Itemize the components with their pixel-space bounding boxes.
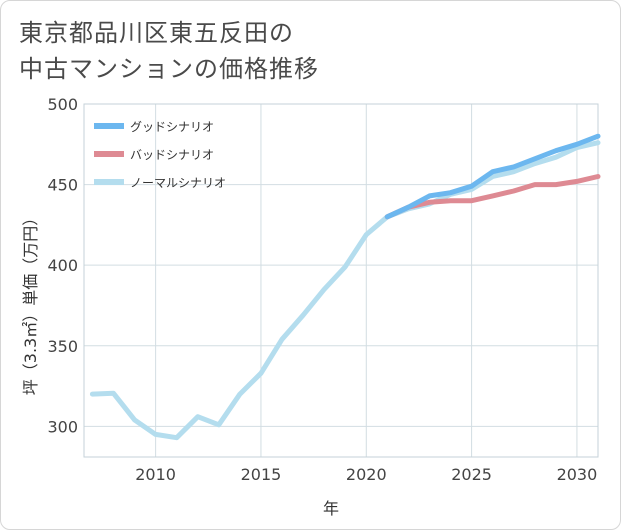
x-tick-2020: 2020 <box>346 465 387 484</box>
x-axis-label: 年 <box>323 499 339 518</box>
tick-labels: 300 350 400 450 500 2010 2015 2020 2025 2030 <box>47 95 597 484</box>
chart-title: 東京都品川区東五反田の 中古マンションの価格推移 <box>19 15 439 87</box>
x-tick-2025: 2025 <box>451 465 492 484</box>
plot-frame <box>83 103 599 458</box>
legend-label-1: グッドシナリオ <box>130 120 214 134</box>
x-tick-2010: 2010 <box>135 465 176 484</box>
chart-title-line1: 東京都品川区東五反田の <box>19 19 294 47</box>
y-tick-400: 400 <box>47 256 78 275</box>
grid <box>83 103 599 458</box>
series-line-3 <box>89 140 601 441</box>
series-line-2 <box>384 174 601 220</box>
legend-label-2: バッドシナリオ <box>130 148 214 162</box>
x-tick-2015: 2015 <box>241 465 282 484</box>
y-axis-label: 坪（3.3㎡）単価（万円） <box>21 210 40 395</box>
x-tick-2030: 2030 <box>557 465 598 484</box>
legend-label-3: ノーマルシナリオ <box>130 176 226 190</box>
series-line-1 <box>384 133 601 220</box>
y-tick-450: 450 <box>47 176 78 195</box>
y-tick-350: 350 <box>47 337 78 356</box>
y-tick-300: 300 <box>47 417 78 436</box>
y-tick-500: 500 <box>47 95 78 114</box>
chart-title-line2: 中古マンションの価格推移 <box>19 55 319 83</box>
series-lines <box>89 133 601 441</box>
